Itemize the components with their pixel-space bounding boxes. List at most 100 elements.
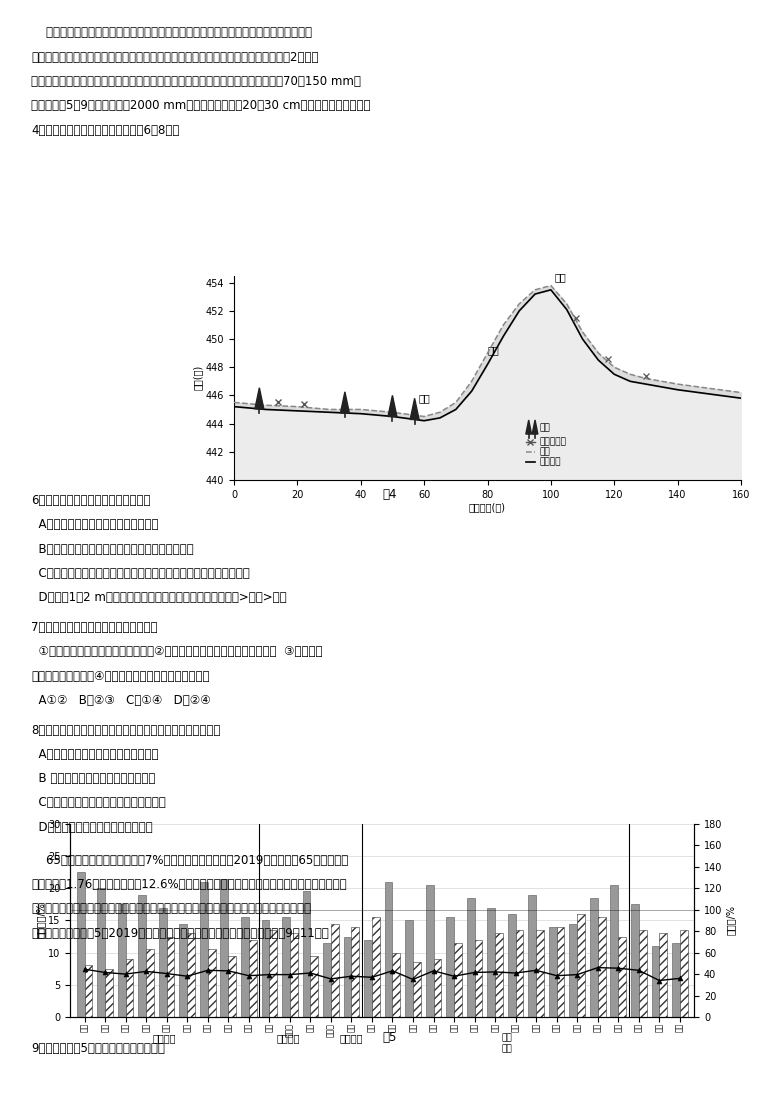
Bar: [426, 885, 434, 1017]
Bar: [146, 950, 154, 1017]
Y-axis label: 人口比重/%: 人口比重/%: [35, 902, 45, 939]
Bar: [577, 914, 585, 1017]
Text: 在夏季生长发育旺盛④短命植物主要分布在内陆干旱地区: 在夏季生长发育旺盛④短命植物主要分布在内陆干旱地区: [31, 670, 210, 683]
老少比: [162, 967, 172, 981]
老少比: [80, 963, 89, 976]
Bar: [352, 927, 360, 1017]
老少比: [491, 965, 500, 978]
Polygon shape: [255, 388, 264, 409]
Bar: [323, 943, 331, 1017]
老少比: [614, 962, 623, 975]
Text: 坡脚: 坡脚: [418, 393, 430, 403]
老少比: [306, 966, 315, 979]
Text: 梭梭: 梭梭: [540, 424, 551, 432]
老少比: [121, 967, 130, 981]
Text: D．沙丘1～2 m深的土层土壤水分含量总体变化规律是坡中>坡脚>坡顶: D．沙丘1～2 m深的土层土壤水分含量总体变化规律是坡中>坡脚>坡顶: [31, 591, 287, 604]
老少比: [408, 973, 417, 986]
Bar: [344, 936, 352, 1017]
Bar: [261, 920, 269, 1017]
Bar: [549, 927, 557, 1017]
老少比: [326, 972, 335, 985]
Bar: [187, 933, 195, 1017]
老少比: [203, 964, 212, 977]
Bar: [385, 882, 392, 1017]
Bar: [98, 888, 105, 1017]
Text: A．沙丘土壤水分最丰富的季节是夏季: A．沙丘土壤水分最丰富的季节是夏季: [31, 518, 158, 532]
Bar: [590, 898, 597, 1017]
Polygon shape: [388, 395, 397, 417]
Bar: [282, 918, 290, 1017]
老少比: [224, 964, 233, 977]
老少比: [552, 970, 562, 983]
Text: 中部地区: 中部地区: [277, 1034, 300, 1043]
Bar: [434, 959, 441, 1017]
老少比: [675, 972, 685, 985]
Bar: [372, 918, 380, 1017]
Bar: [611, 885, 619, 1017]
老少比: [654, 974, 664, 987]
老少比: [573, 968, 582, 982]
Text: D．种子数量少，利于保持繁殖能力: D．种子数量少，利于保持繁殖能力: [31, 821, 153, 834]
Bar: [651, 946, 659, 1017]
Text: 流沙: 流沙: [540, 447, 551, 457]
Text: A①②   B．②③   C．①④   D．②④: A①② B．②③ C．①④ D．②④: [31, 694, 211, 707]
老少比: [101, 966, 110, 979]
Text: 不仅有利于积极应对人口老龄化，还可以更好地提供高质量的养老服务以满足老年人发展及: 不仅有利于积极应对人口老龄化，还可以更好地提供高质量的养老服务以满足老年人发展及: [31, 902, 311, 915]
Text: 9．下列关于图5中信息的描述，正确的是: 9．下列关于图5中信息的描述，正确的是: [31, 1042, 165, 1056]
老少比: [429, 964, 438, 977]
Text: A．叶片表层具角质层，利于抗寒抗旱: A．叶片表层具角质层，利于抗寒抗旱: [31, 748, 158, 761]
Text: 6．根据图文材料，下列说法正确的是: 6．根据图文材料，下列说法正确的是: [31, 494, 151, 507]
Bar: [126, 959, 133, 1017]
Bar: [488, 908, 495, 1017]
Bar: [619, 936, 626, 1017]
老少比: [347, 970, 356, 983]
Bar: [405, 920, 413, 1017]
Bar: [310, 956, 318, 1017]
Polygon shape: [526, 420, 531, 435]
老少比: [449, 970, 459, 983]
Text: 65岁及以上人口达到总人口的7%即为人口老龄化。截至2019年底，中国65岁及以上老: 65岁及以上人口达到总人口的7%即为人口老龄化。截至2019年底，中国65岁及以…: [31, 854, 349, 867]
Polygon shape: [532, 420, 538, 435]
Bar: [392, 953, 400, 1017]
Text: 右时间里迅速完成生命周期，随后整个植株或地上部分干枯死亡）。该地年降水量70～150 mm，: 右时间里迅速完成生命周期，随后整个植株或地上部分干枯死亡）。该地年降水量70～1…: [31, 75, 361, 88]
Text: C．植株矮小，利于保持水分和利用地温: C．植株矮小，利于保持水分和利用地温: [31, 796, 166, 810]
Text: 4为沙漠中某沙丘剖面图。据此完成6～8题。: 4为沙漠中某沙丘剖面图。据此完成6～8题。: [31, 124, 179, 137]
Bar: [84, 965, 92, 1017]
老少比: [244, 970, 254, 983]
老少比: [367, 971, 377, 984]
Bar: [269, 930, 277, 1017]
Text: 漠中的沙丘顶部多流沙，植被较少，而沙丘底部植被相对丰富，存在大量短命植物（2个月左: 漠中的沙丘顶部多流沙，植被较少，而沙丘底部植被相对丰富，存在大量短命植物（2个月…: [31, 51, 319, 64]
老少比: [470, 966, 479, 979]
Text: 一年生草本: 一年生草本: [540, 437, 566, 447]
Bar: [528, 895, 536, 1017]
Text: 主要集中在5～9月，年蒸发量2000 mm以上，冬季一般有20～30 cm深的稳定积雪覆盖。图: 主要集中在5～9月，年蒸发量2000 mm以上，冬季一般有20～30 cm深的稳…: [31, 99, 370, 113]
Bar: [474, 940, 482, 1017]
Bar: [179, 923, 187, 1017]
Bar: [672, 943, 680, 1017]
Y-axis label: 老少比/%: 老少比/%: [725, 906, 736, 935]
老少比: [593, 961, 602, 974]
Text: 7．下列关于短命植物的说法，正确的是: 7．下列关于短命植物的说法，正确的是: [31, 621, 158, 634]
Text: 坡顶: 坡顶: [555, 272, 566, 282]
Bar: [508, 914, 516, 1017]
Line: 老少比: 老少比: [82, 965, 682, 983]
Bar: [680, 930, 688, 1017]
Bar: [536, 930, 544, 1017]
Bar: [631, 904, 639, 1017]
Bar: [241, 918, 249, 1017]
Text: 年人口超过1.76亿，占总人口的12.6%。充分认识中国人口年龄结构特征及老龄化变化趋势，: 年人口超过1.76亿，占总人口的12.6%。充分认识中国人口年龄结构特征及老龄化…: [31, 878, 347, 891]
Text: 图5: 图5: [383, 1031, 397, 1045]
老少比: [183, 970, 192, 983]
Bar: [364, 940, 372, 1017]
Text: 美好生活的需要。图5为2019年部分地区人口年龄结构的分布状况。读图完成9～11题。: 美好生活的需要。图5为2019年部分地区人口年龄结构的分布状况。读图完成9～11…: [31, 927, 329, 940]
Text: 图4: 图4: [383, 488, 397, 501]
Bar: [303, 891, 310, 1017]
Bar: [118, 904, 126, 1017]
Bar: [200, 882, 207, 1017]
Bar: [516, 930, 523, 1017]
Text: B．坡顶植被较少的主要原因是坡度陡，沙易流动: B．坡顶植被较少的主要原因是坡度陡，沙易流动: [31, 543, 193, 556]
Text: 东北
地区: 东北 地区: [502, 1034, 512, 1053]
Text: 坡中: 坡中: [488, 345, 500, 355]
Bar: [639, 930, 647, 1017]
Y-axis label: 海拔(米): 海拔(米): [193, 365, 203, 390]
